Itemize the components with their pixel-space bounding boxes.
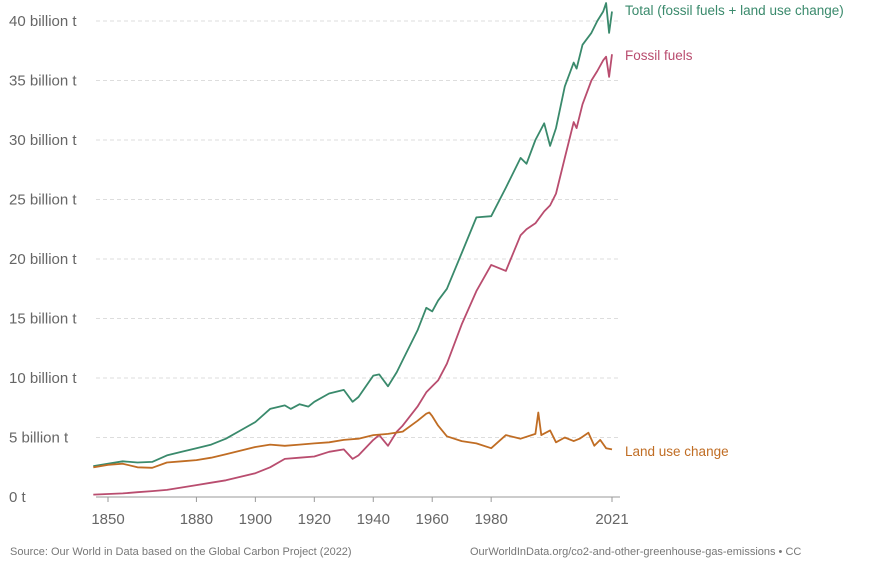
x-tick-label: 1980 xyxy=(474,511,507,528)
source-note: Source: Our World in Data based on the G… xyxy=(10,546,352,558)
x-tick-label: 1880 xyxy=(180,511,213,528)
x-tick-label: 2021 xyxy=(595,511,628,528)
source-url: OurWorldInData.org/co2-and-other-greenho… xyxy=(470,546,802,558)
y-tick-label: 20 billion t xyxy=(9,251,77,268)
x-tick-label: 1920 xyxy=(298,511,331,528)
series-lines xyxy=(93,2,613,496)
series-label-fossil-fuels: Fossil fuels xyxy=(625,48,693,63)
series-line-total xyxy=(93,2,613,467)
series-labels: Total (fossil fuels + land use change) F… xyxy=(625,3,844,459)
series-line-fossil-fuels xyxy=(93,54,613,496)
series-label-land-use-change: Land use change xyxy=(625,444,729,459)
y-tick-label: 0 t xyxy=(9,489,27,506)
x-tick-label: 1850 xyxy=(91,511,124,528)
series-label-total: Total (fossil fuels + land use change) xyxy=(625,3,844,18)
x-tick-label: 1960 xyxy=(416,511,449,528)
series-line-land-use-change xyxy=(93,411,613,469)
y-tick-label: 25 billion t xyxy=(9,192,77,209)
y-tick-label: 35 billion t xyxy=(9,73,77,90)
x-tick-label: 1940 xyxy=(357,511,390,528)
y-axis-ticks: 0 t 5 billion t 10 billion t 15 billion t 20… xyxy=(9,13,77,506)
y-tick-label: 30 billion t xyxy=(9,132,77,149)
grid-lines xyxy=(96,20,620,438)
x-tick-label: 1900 xyxy=(239,511,272,528)
chart: 0 t 5 billion t 10 billion t 15 billion t 20… xyxy=(9,2,844,528)
x-axis-ticks: 1850 1880 1900 1920 1940 1960 1980 2021 xyxy=(91,497,629,528)
y-tick-label: 5 billion t xyxy=(9,430,69,447)
y-tick-label: 40 billion t xyxy=(9,13,77,30)
y-tick-label: 10 billion t xyxy=(9,370,77,387)
y-tick-label: 15 billion t xyxy=(9,311,77,328)
